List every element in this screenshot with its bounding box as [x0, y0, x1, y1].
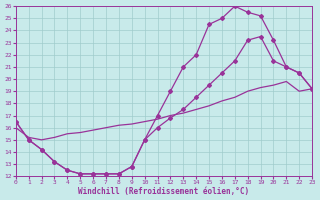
X-axis label: Windchill (Refroidissement éolien,°C): Windchill (Refroidissement éolien,°C)	[78, 187, 250, 196]
